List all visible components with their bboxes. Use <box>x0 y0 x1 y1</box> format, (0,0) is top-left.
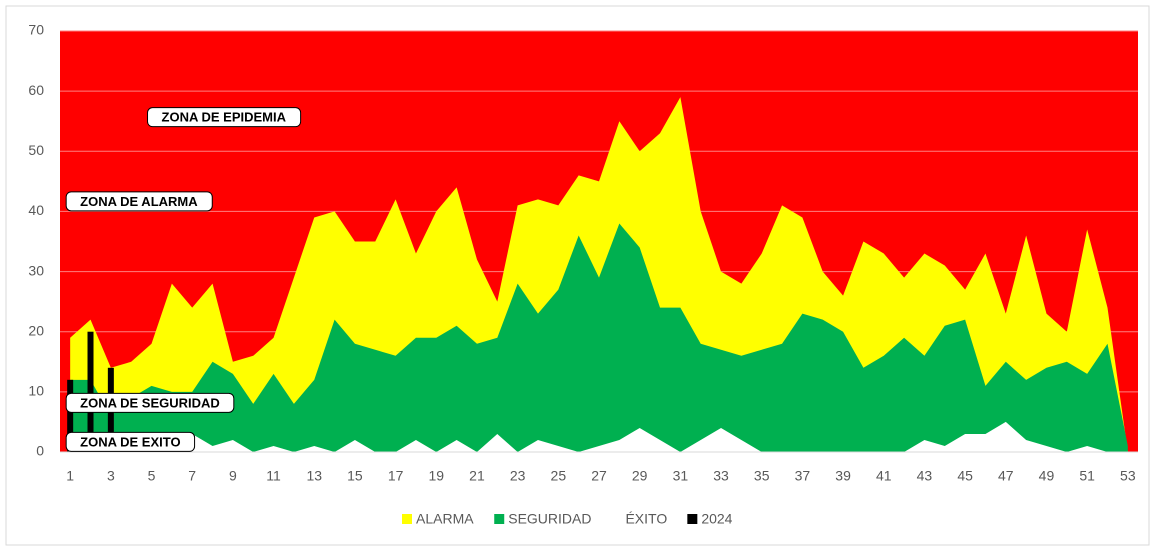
y-tick-label: 30 <box>28 262 44 278</box>
annotation-box <box>65 392 235 413</box>
x-tick-label: 27 <box>591 468 607 484</box>
area <box>70 223 1128 452</box>
x-tick-label: 39 <box>835 468 851 484</box>
x-tick-label: 29 <box>632 468 648 484</box>
x-tick-label: 9 <box>229 468 237 484</box>
x-tick-label: 19 <box>428 468 444 484</box>
bar <box>87 331 94 452</box>
x-tick-label: 15 <box>347 468 363 484</box>
legend-swatch <box>687 514 698 524</box>
x-tick-label: 23 <box>510 468 526 484</box>
y-tick-label: 40 <box>28 202 44 218</box>
annotation-box <box>65 191 213 212</box>
x-tick-label: 47 <box>998 468 1014 484</box>
legend-label: 2024 <box>701 511 732 527</box>
x-tick-label: 53 <box>1120 468 1136 484</box>
x-tick-label: 43 <box>917 468 933 484</box>
x-tick-label: 5 <box>148 468 156 484</box>
y-tick-label: 70 <box>28 22 44 38</box>
y-tick-label: 60 <box>28 82 44 98</box>
x-tick-label: 37 <box>795 468 811 484</box>
x-tick-label: 17 <box>388 468 404 484</box>
y-tick-label: 50 <box>28 142 44 158</box>
annotation-box <box>147 107 302 128</box>
x-tick-label: 13 <box>306 468 322 484</box>
x-tick-label: 31 <box>673 468 689 484</box>
y-tick-label: 10 <box>28 383 44 399</box>
x-tick-label: 41 <box>876 468 892 484</box>
x-tick-label: 35 <box>754 468 770 484</box>
legend-label: SEGURIDAD <box>508 511 591 527</box>
annotation-box <box>65 431 196 452</box>
x-tick-label: 33 <box>713 468 729 484</box>
annotation: ZONA DE SEGURIDAD <box>80 395 220 410</box>
x-tick-label: 25 <box>551 468 567 484</box>
x-tick-label: 49 <box>1039 468 1055 484</box>
legend-swatch <box>402 514 412 524</box>
legend-swatch <box>611 514 622 524</box>
y-tick-label: 20 <box>28 322 44 338</box>
legend-label: ALARMA <box>416 511 474 527</box>
legend-swatch <box>494 514 505 524</box>
x-tick-label: 1 <box>66 468 74 484</box>
x-tick-label: 11 <box>266 468 281 484</box>
x-tick-label: 45 <box>957 468 973 484</box>
x-tick-label: 51 <box>1079 468 1095 484</box>
legend-label: ÉXITO <box>625 511 667 527</box>
x-tick-label: 21 <box>469 468 485 484</box>
annotation: ZONA DE EPIDEMIA <box>162 110 287 125</box>
annotation: ZONA DE ALARMA <box>80 194 198 209</box>
y-tick-label: 0 <box>36 443 44 459</box>
x-tick-label: 3 <box>107 468 115 484</box>
bar <box>67 379 74 452</box>
annotation: ZONA DE EXITO <box>80 434 180 449</box>
x-tick-label: 7 <box>188 468 196 484</box>
